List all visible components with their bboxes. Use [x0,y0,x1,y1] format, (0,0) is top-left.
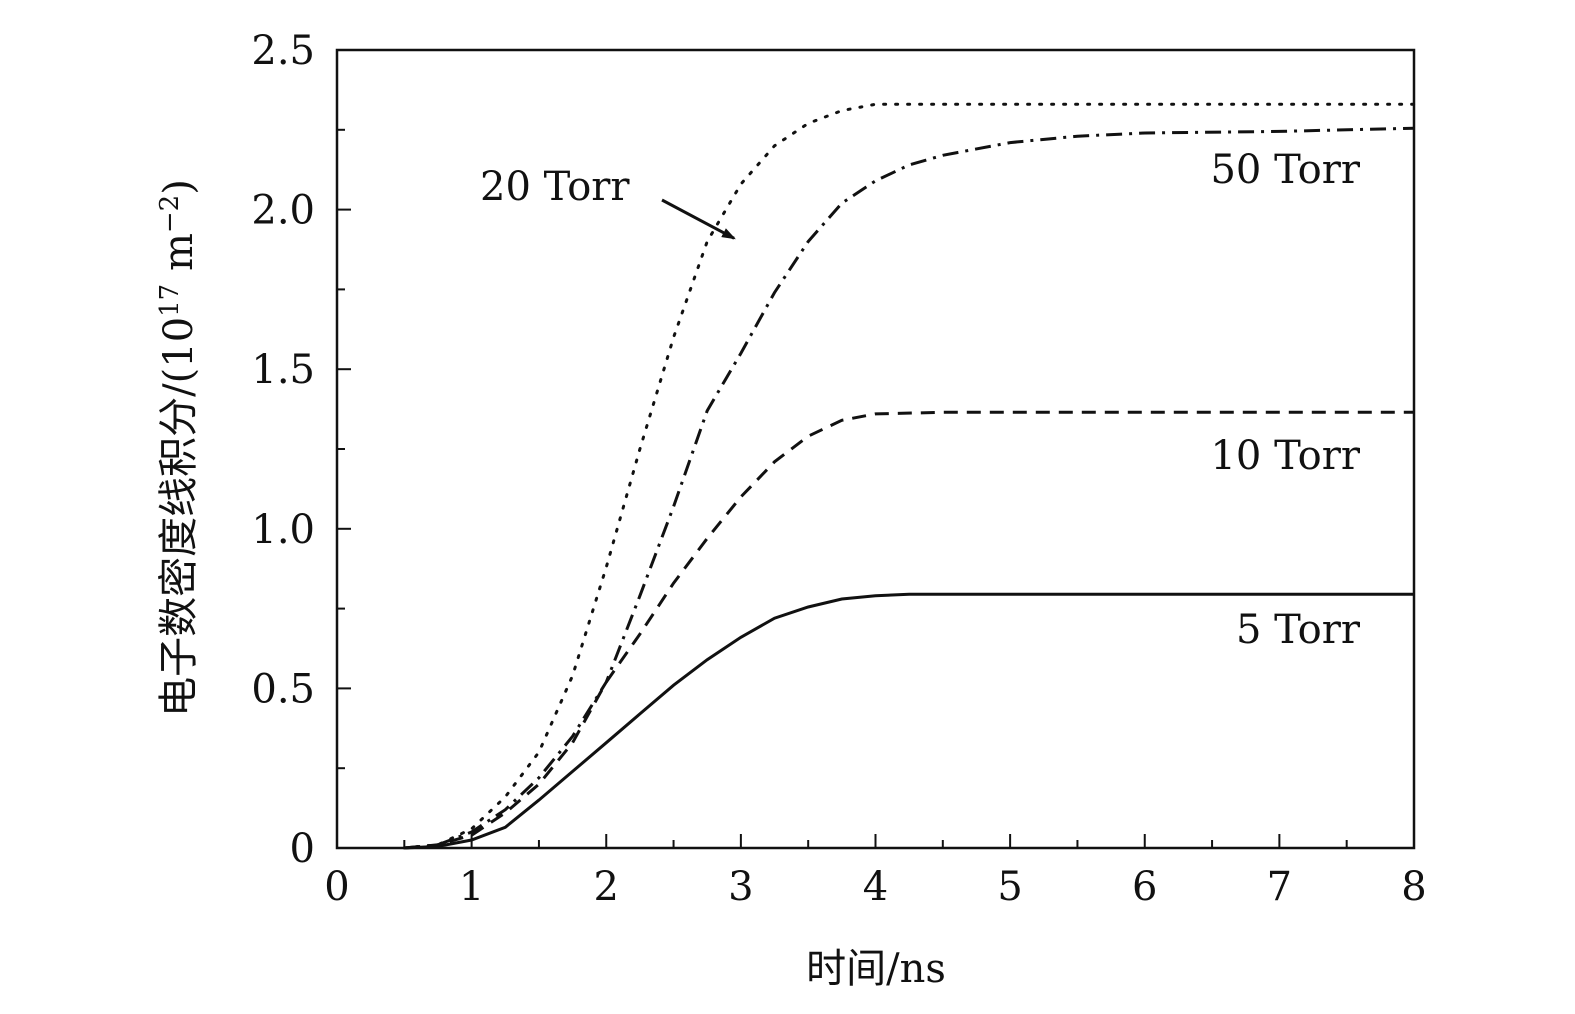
x-tick-label: 6 [1132,864,1157,910]
x-tick-label: 0 [324,864,349,910]
annotation-10-torr: 10 Torr [1210,433,1360,479]
y-axis-title-unit-exp: −2 [155,195,185,233]
annotation-5-torr: 5 Torr [1236,607,1361,653]
series-layer [402,102,1416,850]
y-axis-title-main: 电子数密度线积分/(10 [156,317,202,717]
y-axis-title-close: ) [156,179,202,195]
x-tick-label: 3 [728,864,753,910]
x-tick-label: 7 [1267,864,1292,910]
annotation-50-torr: 50 Torr [1210,147,1360,193]
x-axis-title: 时间/ns [806,946,946,992]
x-tick-label: 5 [997,864,1022,910]
series-line-10-torr [404,410,1414,850]
x-tick-label: 4 [863,864,888,910]
series-line-5-torr [404,592,1414,850]
series-line-20-torr [402,102,1416,850]
y-tick-label: 2.5 [251,28,315,74]
series-line-50-torr [404,126,1415,850]
y-axis-title: 电子数密度线积分/(1017 m−2) [155,179,202,717]
y-tick-label: 0 [290,826,315,872]
tick-labels: 0 1 2 3 4 5 6 7 8 0 0.5 1.0 1.5 2.0 2.5 [251,28,1426,910]
annotation-20-torr: 20 Torr [480,164,630,210]
y-tick-label: 1.0 [251,507,315,553]
x-tick-label: 2 [594,864,619,910]
y-axis-title-exp: 17 [155,284,185,317]
plot-frame [335,48,1416,850]
y-tick-label: 1.5 [251,347,315,393]
y-tick-label: 0.5 [251,666,315,712]
x-tick-label: 1 [459,864,484,910]
annotation-20-torr-arrow [661,198,736,240]
y-axis-title-unit: m [156,233,202,284]
x-tick-label: 8 [1401,864,1426,910]
y-tick-label: 2.0 [251,188,315,234]
